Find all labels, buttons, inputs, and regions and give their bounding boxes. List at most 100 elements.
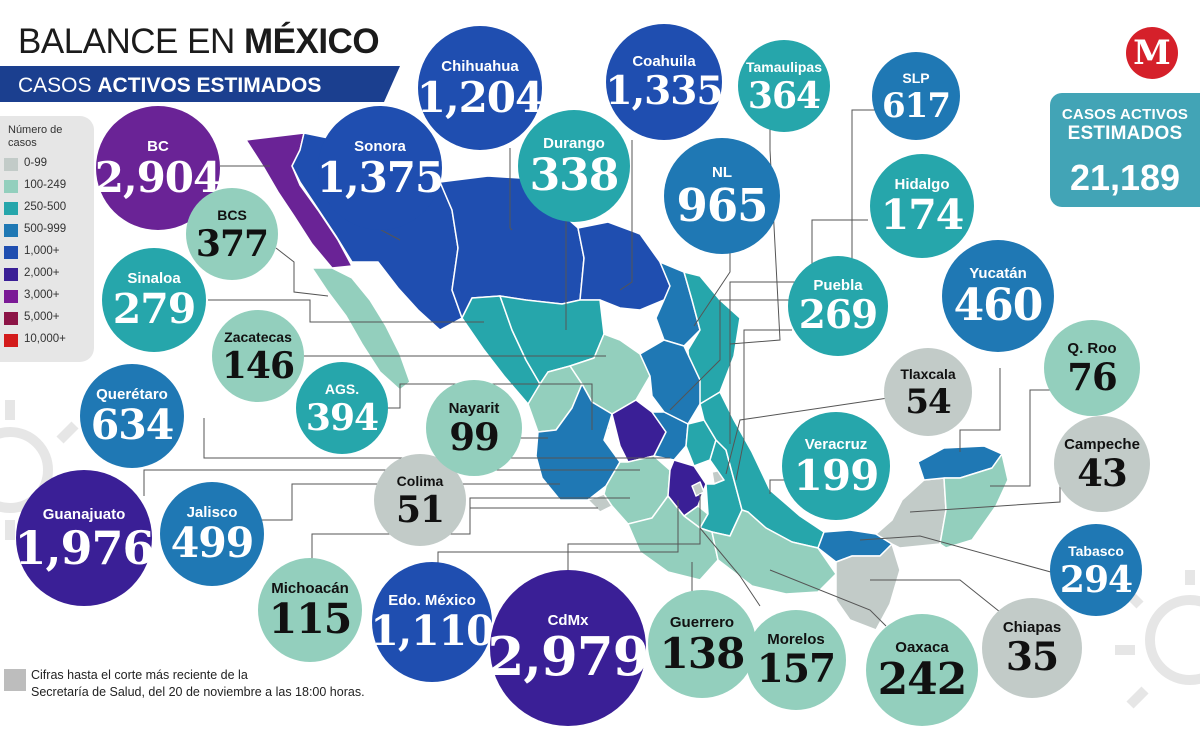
legend-label: 2,000+: [24, 267, 60, 279]
connector-chiapas: [870, 579, 1001, 613]
total-label-line2: ESTIMADOS: [1067, 123, 1183, 144]
state-chiapas: [835, 543, 901, 631]
legend-swatch: [4, 334, 18, 347]
bubble-case-value: 76: [1067, 355, 1117, 399]
legend-label: 500-999: [24, 223, 67, 235]
state-queretaro: [651, 411, 689, 461]
state-cdmx: [691, 481, 705, 497]
connector-chihuahua: [509, 148, 513, 231]
bubble-case-value: 242: [877, 653, 968, 705]
bubble-case-value: 35: [1005, 634, 1059, 680]
bubble-case-value: 157: [756, 646, 836, 692]
map-states: [245, 132, 1009, 631]
connector-ags: [384, 383, 593, 430]
legend-swatch: [4, 180, 18, 193]
bubble-case-value: 394: [305, 396, 379, 439]
bubble-case-value: 338: [529, 149, 620, 201]
legend-label: 10,000+: [24, 333, 66, 345]
legend-swatch: [4, 290, 18, 303]
bubble-state-name: Nayarit: [448, 400, 500, 417]
state-coahuila: [577, 221, 671, 311]
bubble-bcs: BCS 377: [186, 188, 278, 280]
bubble-chiapas: Chiapas 35: [982, 598, 1082, 698]
state-qroo: [939, 453, 1009, 549]
bubble-case-value: 1,110: [370, 607, 494, 655]
legend-label: 100-249: [24, 179, 67, 191]
bubble-state-name: Sonora: [354, 137, 406, 155]
source-note: Cifras hasta el corte más reciente de la…: [31, 667, 411, 701]
source-line2: Secretaría de Salud, del 20 de noviembre…: [31, 685, 365, 699]
bubble-case-value: 174: [880, 191, 965, 239]
bubble-state-name: Puebla: [813, 277, 863, 294]
bubble-state-name: Edo. México: [388, 592, 476, 609]
state-bcs: [311, 267, 411, 391]
source-line1: Cifras hasta el corte más reciente de la: [31, 668, 248, 682]
bubble-case-value: 965: [676, 179, 769, 232]
bubble-nayarit: Nayarit 99: [426, 380, 522, 476]
state-jalisco: [535, 383, 621, 501]
bubble-case-value: 460: [953, 279, 1044, 331]
connector-tlaxcala: [725, 397, 889, 475]
bubble-state-name: Veracruz: [804, 435, 868, 453]
connector-yucatan: [959, 368, 1001, 452]
connector-bcs: [275, 247, 329, 297]
legend-label: 5,000+: [24, 311, 60, 323]
legend-label: 3,000+: [24, 289, 60, 301]
bubble-state-name: Zacatecas: [224, 328, 292, 345]
bubble-state-name: Colima: [396, 472, 444, 489]
virus-icon-right: [1115, 570, 1200, 709]
page-title: BALANCE EN MÉXICO: [18, 22, 380, 62]
bubble-guanajuato: Guanajuato 1,976: [14, 470, 155, 606]
connector-queretaro: [203, 418, 670, 459]
milenio-logo: M: [1126, 27, 1178, 79]
bubble-state-name: Oaxaca: [895, 638, 949, 656]
bubble-ags: AGS. 394: [296, 362, 388, 454]
bubble-case-value: 115: [268, 595, 353, 643]
bubble-sonora: Sonora 1,375: [317, 106, 444, 230]
bubble-case-value: 146: [221, 344, 295, 387]
total-label-line1: CASOS ACTIVOS: [1061, 106, 1189, 123]
bubble-case-value: 269: [798, 292, 878, 338]
bubble-puebla: Puebla 269: [788, 256, 888, 356]
total-label: CASOS ACTIVOS ESTIMADOS: [1050, 107, 1200, 145]
connector-qroo: [990, 389, 1050, 487]
bubble-tlaxcala: Tlaxcala 54: [884, 348, 972, 436]
connector-sinaloa: [208, 299, 484, 323]
bubble-state-name: Guanajuato: [42, 505, 126, 523]
bubble-case-value: 634: [90, 401, 175, 449]
bubble-state-name: Tamaulipas: [746, 58, 822, 75]
bubble-case-value: 54: [905, 381, 951, 422]
legend-title: Número de casos: [8, 124, 63, 149]
connector-puebla: [735, 329, 792, 481]
legend-label: 0-99: [24, 157, 48, 169]
bubble-state-name: Querétaro: [96, 386, 168, 403]
total-box: CASOS ACTIVOS ESTIMADOS 21,189: [1050, 93, 1200, 207]
connector-lines: [143, 109, 1061, 627]
bubble-case-value: 2,979: [487, 626, 650, 688]
bubble-state-name: Hidalgo: [894, 176, 950, 193]
bubble-oaxaca: Oaxaca 242: [866, 614, 978, 726]
legend-swatch: [4, 202, 18, 215]
bubble-state-name: Morelos: [767, 631, 825, 648]
bubble-state-name: Durango: [543, 134, 605, 152]
bubble-case-value: 294: [1059, 558, 1133, 601]
subtitle-bold: ACTIVOS ESTIMADOS: [97, 74, 322, 97]
bubble-case-value: 1,976: [14, 520, 154, 575]
bubble-hidalgo: Hidalgo 174: [870, 154, 974, 258]
legend-label: 250-500: [24, 201, 67, 213]
bubble-tamaulipas: Tamaulipas 364: [738, 40, 830, 132]
bubble-veracruz: Veracruz 199: [782, 412, 890, 520]
bubble-slp: SLP 617: [872, 52, 960, 140]
total-value: 21,189: [1069, 157, 1181, 198]
title-regular: BALANCE EN: [18, 22, 244, 61]
bubble-state-name: Chiapas: [1002, 619, 1062, 636]
legend-label: 1,000+: [24, 245, 60, 257]
bubble-case-value: 499: [170, 519, 255, 567]
legend-swatch: [4, 268, 18, 281]
legend-swatch: [4, 158, 18, 171]
bubble-case-value: 364: [747, 74, 821, 117]
bubble-state-name: NL: [712, 164, 732, 181]
bubble-case-value: 51: [395, 488, 445, 531]
source-square: [4, 669, 26, 691]
